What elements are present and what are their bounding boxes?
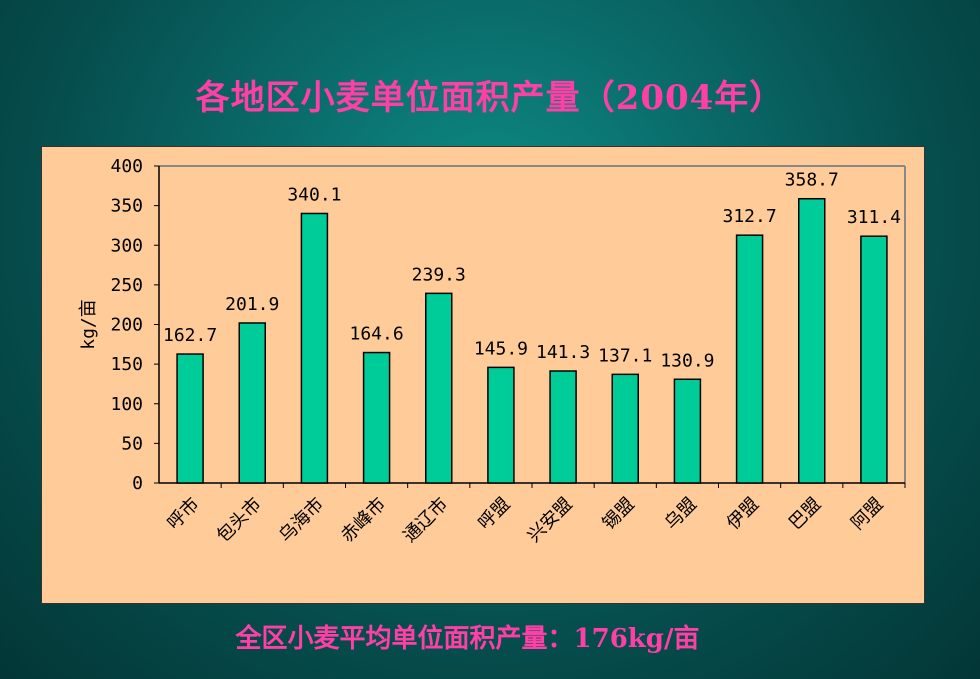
category-label: 伊盟 (723, 494, 763, 534)
data-label: 141.3 (536, 342, 590, 363)
category-label: 赤峰市 (337, 494, 390, 547)
y-tick-label: 150 (110, 354, 143, 375)
category-label: 锡盟 (598, 494, 638, 534)
bar (798, 197, 826, 484)
category-label: 呼市 (163, 494, 203, 534)
data-label: 312.7 (722, 206, 776, 227)
category-label: 乌盟 (661, 494, 701, 534)
bar (362, 351, 391, 484)
y-tick-label: 250 (110, 275, 143, 296)
data-label: 358.7 (785, 170, 839, 191)
bar (673, 378, 702, 484)
y-tick-label: 100 (110, 394, 143, 415)
category-label: 巴盟 (785, 494, 825, 534)
bar (487, 366, 515, 484)
y-tick-label: 50 (121, 433, 143, 454)
y-tick-label: 200 (110, 315, 143, 336)
bar-chart: 0 50 100 150 200 250 300 350 400 kg/亩 162.7 呼市 201.9… (78, 156, 906, 547)
data-label: 130.9 (660, 350, 714, 371)
bar (300, 212, 329, 484)
data-label: 162.7 (163, 325, 217, 346)
bar (860, 235, 888, 484)
data-label: 311.4 (847, 207, 901, 228)
category-label: 通辽市 (399, 494, 452, 547)
category-label: 包头市 (213, 494, 266, 547)
average-yield-note: 全区小麦平均单位面积产量：176kg/亩 (235, 624, 700, 654)
chart-area: 0 50 100 150 200 250 300 350 400 kg/亩 162.7 呼市 201.9… (41, 146, 925, 604)
data-label: 340.1 (287, 184, 341, 205)
data-label: 137.1 (598, 345, 652, 366)
y-tick-label: 350 (110, 196, 143, 217)
bar (735, 234, 764, 484)
slide-title: 各地区小麦单位面积产量（2004年） (195, 78, 785, 118)
bar (238, 322, 266, 484)
bar (176, 353, 204, 484)
y-tick-label: 0 (132, 473, 143, 494)
y-tick-label: 300 (110, 235, 143, 256)
bar (425, 292, 453, 484)
category-label: 呼盟 (474, 494, 514, 534)
bar (611, 373, 639, 484)
data-label: 145.9 (474, 338, 528, 359)
data-label: 201.9 (225, 294, 279, 315)
category-label: 阿盟 (847, 494, 887, 534)
category-label: 乌海市 (275, 494, 328, 547)
data-label: 164.6 (349, 324, 403, 345)
category-label: 兴安盟 (524, 494, 577, 547)
y-axis-label: kg/亩 (78, 299, 99, 350)
bar (549, 370, 577, 484)
y-tick-label: 400 (110, 156, 143, 177)
data-label: 239.3 (412, 264, 466, 285)
